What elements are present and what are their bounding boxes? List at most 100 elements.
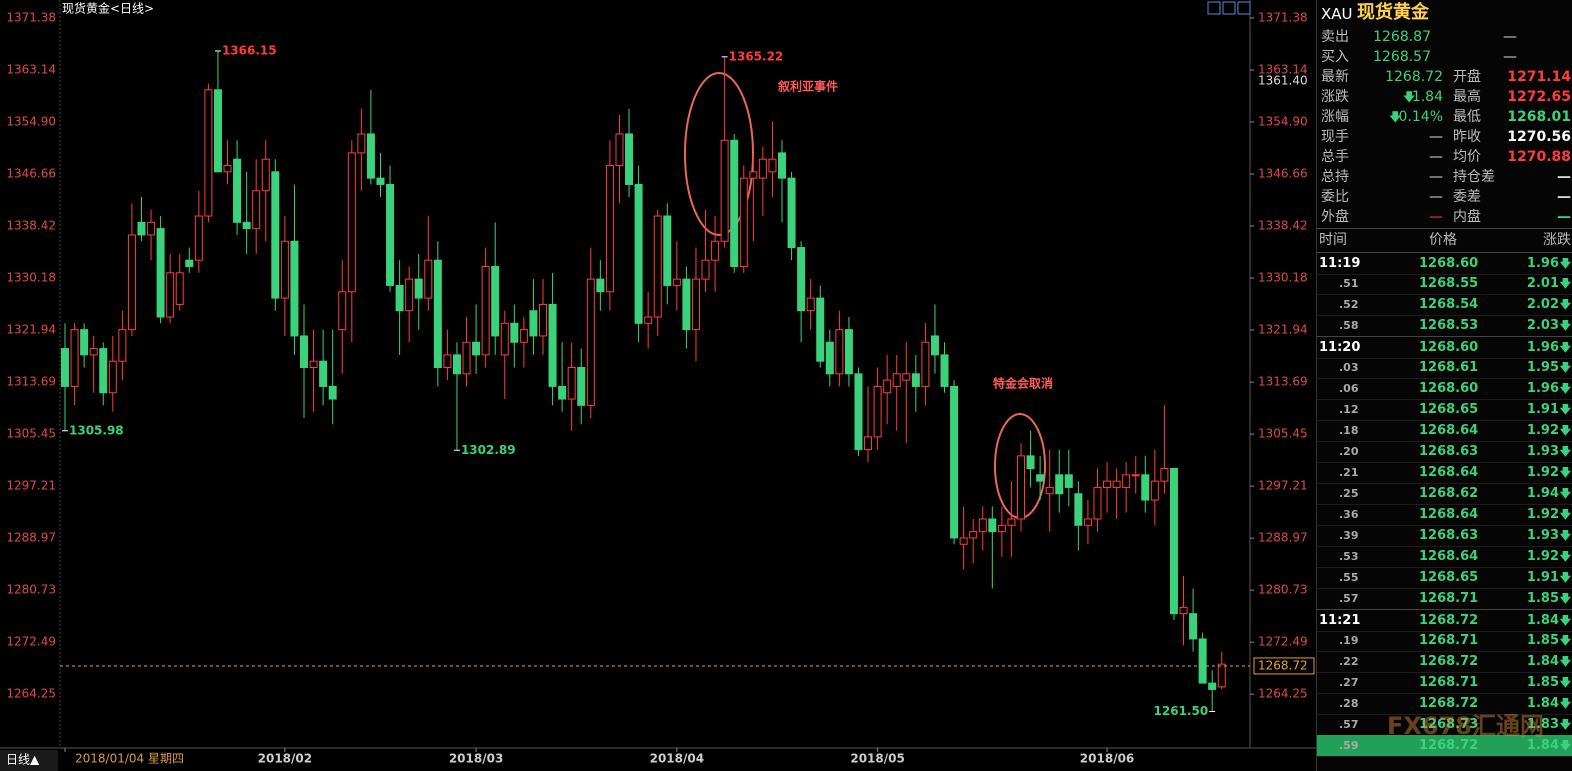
candle-body (89, 348, 98, 356)
candle-body (625, 133, 634, 185)
candle-body (768, 158, 777, 173)
tick-arrow: 🡇 (1559, 466, 1571, 479)
icon[interactable] (1222, 1, 1236, 15)
candle-body (319, 360, 328, 387)
candle-body (950, 385, 959, 539)
trend-arrow: 🡇 (1403, 90, 1416, 104)
tick-time: .53 (1339, 550, 1359, 563)
tick-change: 2.02 (1526, 297, 1559, 312)
candle-body (309, 360, 318, 369)
candle-body (300, 335, 308, 369)
candle-body (1217, 663, 1226, 688)
candle-body (519, 329, 528, 343)
tick-price: 1268.63 (1419, 444, 1479, 459)
candle-body (749, 171, 758, 179)
tick-arrow: 🡇 (1559, 361, 1571, 374)
y-tick-label: 1264.25 (6, 687, 56, 701)
y-tick-label: 1280.73 (6, 583, 56, 597)
candle-body (539, 303, 547, 337)
tick-price: 1268.71 (1419, 633, 1479, 648)
candle-body (70, 329, 79, 387)
last-price-label: 1268.72 (1258, 658, 1308, 672)
chart-title: 现货黄金<日线> (62, 1, 154, 16)
tick-change: 1.92 (1526, 507, 1559, 522)
candle-body (596, 278, 605, 293)
candle-body (787, 177, 796, 249)
y-tick-label-right: 1313.69 (1258, 375, 1308, 389)
y-tick-label-right: 1363.14 (1258, 62, 1308, 76)
candle-body (873, 385, 882, 438)
candle-body (1007, 518, 1016, 526)
tick-arrow: 🡇 (1559, 529, 1571, 542)
candle-body (720, 139, 729, 242)
tick-arrow: 🡇 (1559, 634, 1571, 647)
tick-row: .39 1268.63 1.93 🡇 (1317, 525, 1572, 547)
y-tick-label-right: 1305.45 (1258, 427, 1308, 441)
toolbar-icons[interactable] (1207, 1, 1251, 15)
tick-arrow: 🡇 (1559, 592, 1571, 605)
candle-body (653, 215, 662, 318)
tick-row: .03 1268.61 1.95 🡇 (1317, 357, 1572, 379)
candle-body (290, 240, 299, 337)
icon[interactable] (1207, 1, 1221, 15)
candle-body (414, 278, 423, 299)
tick-change: 1.95 (1526, 360, 1559, 375)
candle-body (1055, 474, 1064, 495)
tick-time: .36 (1339, 508, 1359, 521)
candle-body (166, 272, 175, 318)
candle-body (634, 183, 643, 324)
tick-price: 1268.73 (1419, 717, 1479, 732)
candle-body (357, 133, 366, 154)
icon[interactable] (1237, 1, 1251, 15)
row-label: 现手 (1321, 129, 1349, 145)
tick-time: .06 (1339, 382, 1359, 395)
tick-arrow: 🡇 (1559, 298, 1571, 311)
candle-body (338, 291, 347, 331)
tick-time: .21 (1339, 466, 1359, 479)
y-tick-label-right: 1264.25 (1258, 687, 1308, 701)
y-tick-label: 1338.42 (6, 218, 56, 232)
candle-body (911, 373, 920, 387)
candle-body (701, 259, 710, 280)
row-value: — (1429, 169, 1443, 185)
candle-body (1169, 467, 1178, 615)
y-tick-label: 1371.38 (6, 10, 56, 24)
low-label: 1305.98 (69, 423, 124, 437)
tick-time: .18 (1339, 424, 1359, 437)
y-tick-label-right: 1288.97 (1258, 531, 1308, 545)
row-value: 1272.65 (1507, 89, 1571, 105)
candle-body (1026, 455, 1035, 469)
candle-body (978, 518, 987, 533)
row-value: — (1503, 29, 1517, 45)
row-value: 1268.01 (1507, 109, 1571, 125)
candle-body (185, 259, 194, 268)
candle-body (280, 240, 289, 299)
candle-body (586, 278, 595, 406)
tick-arrow: 🡇 (1559, 403, 1571, 416)
name: 现货黄金 (1357, 2, 1429, 23)
row-label: 委差 (1453, 189, 1481, 205)
tick-change: 1.92 (1526, 549, 1559, 564)
row-value: — (1429, 129, 1443, 145)
tick-change: 1.84 (1526, 738, 1559, 753)
candle-body (462, 341, 471, 375)
tick-change: 1.94 (1526, 486, 1559, 501)
annotation: 特金会取消 (993, 376, 1053, 391)
tick-time: .19 (1339, 634, 1359, 647)
candle-body (959, 537, 968, 545)
y-tick-label: 1354.90 (6, 114, 56, 128)
candle-body (137, 221, 146, 236)
tick-row: .28 1268.72 1.84 🡇 (1317, 693, 1572, 715)
candle-body (797, 247, 806, 312)
tick-row: .36 1268.64 1.92 🡇 (1317, 504, 1572, 526)
y-tick-label: 1321.94 (6, 323, 56, 337)
candle-body (577, 367, 586, 406)
row-value: 1268.57 (1373, 49, 1431, 65)
candle-body (127, 234, 136, 331)
row-label: 卖出 (1321, 29, 1349, 45)
tick-change: 1.85 (1526, 675, 1559, 690)
period-label[interactable]: 日线▲ (6, 753, 40, 767)
period-button[interactable] (0, 750, 58, 771)
tick-row: .52 1268.54 2.02 🡇 (1317, 294, 1572, 316)
tick-price: 1268.63 (1419, 528, 1479, 543)
